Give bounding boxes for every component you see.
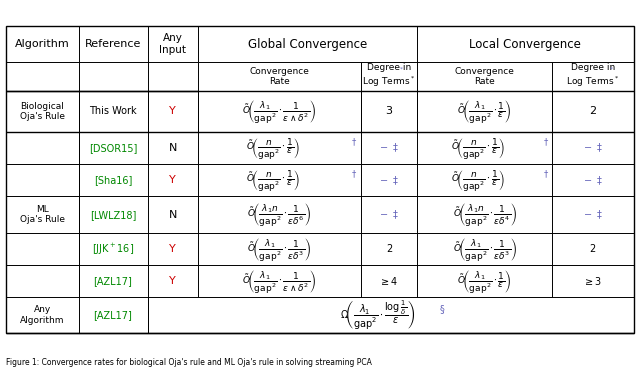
Text: $\dagger$: $\dagger$ [543, 169, 548, 180]
Text: [Sha16]: [Sha16] [94, 175, 132, 185]
Text: $\S$: $\S$ [438, 303, 445, 316]
Text: [JJK$^+$16]: [JJK$^+$16] [92, 242, 134, 257]
Text: Global Convergence: Global Convergence [248, 37, 367, 51]
Text: Convergence
Rate: Convergence Rate [250, 67, 309, 86]
Text: Any
Algorithm: Any Algorithm [20, 305, 65, 325]
Text: Biological
Oja's Rule: Biological Oja's Rule [20, 102, 65, 121]
Text: $\tilde{O}\!\left(\dfrac{\lambda_1}{\mathrm{gap}^2}\cdot\dfrac{1}{\epsilon\delta: $\tilde{O}\!\left(\dfrac{\lambda_1}{\mat… [247, 236, 311, 263]
Text: N: N [168, 210, 177, 220]
Text: $-\ \ddagger$: $-\ \ddagger$ [379, 174, 399, 187]
Text: [AZL17]: [AZL17] [93, 310, 132, 320]
Bar [6, 26, 634, 333]
Text: [AZL17]: [AZL17] [93, 276, 132, 287]
Text: $^*$: $^*$ [608, 67, 614, 76]
Text: 3: 3 [385, 107, 392, 116]
Text: $\dagger$: $\dagger$ [543, 137, 548, 148]
Text: Degree in
Log Terms$^*$: Degree in Log Terms$^*$ [362, 64, 416, 89]
Text: Y: Y [169, 244, 176, 254]
Text: $\tilde{O}\!\left(\dfrac{\lambda_1}{\mathrm{gap}^2}\cdot\dfrac{1}{\epsilon\wedge: $\tilde{O}\!\left(\dfrac{\lambda_1}{\mat… [242, 268, 316, 295]
Text: $\tilde{O}\!\left(\dfrac{\lambda_1 n}{\mathrm{gap}^2}\cdot\dfrac{1}{\epsilon\del: $\tilde{O}\!\left(\dfrac{\lambda_1 n}{\m… [247, 201, 311, 228]
Text: $-\ \ddagger$: $-\ \ddagger$ [583, 174, 603, 187]
Text: $-\ \ddagger$: $-\ \ddagger$ [379, 208, 399, 221]
Text: $-\ \ddagger$: $-\ \ddagger$ [583, 142, 603, 155]
Text: Degree in
Log Terms$^*$: Degree in Log Terms$^*$ [566, 64, 620, 89]
Text: $\geq 3$: $\geq 3$ [583, 275, 602, 287]
Text: 2: 2 [589, 107, 596, 116]
Text: This Work: This Work [89, 107, 137, 116]
Text: Convergence
Rate: Convergence Rate [454, 67, 515, 86]
Text: N: N [168, 143, 177, 153]
Text: $\tilde{O}\!\left(\dfrac{\lambda_1}{\mathrm{gap}^2}\cdot\dfrac{1}{\epsilon\delta: $\tilde{O}\!\left(\dfrac{\lambda_1}{\mat… [452, 236, 516, 263]
Text: Y: Y [169, 107, 176, 116]
Text: Reference: Reference [85, 39, 141, 49]
Text: [DSOR15]: [DSOR15] [89, 143, 137, 153]
Text: Algorithm: Algorithm [15, 39, 70, 49]
Text: Local Convergence: Local Convergence [470, 37, 581, 51]
Text: 2: 2 [589, 244, 596, 254]
Text: $\tilde{O}\!\left(\dfrac{\lambda_1}{\mathrm{gap}^2}\cdot\dfrac{1}{\epsilon}\righ: $\tilde{O}\!\left(\dfrac{\lambda_1}{\mat… [458, 268, 512, 295]
Text: $\dagger$: $\dagger$ [351, 169, 357, 180]
Text: $-\ \ddagger$: $-\ \ddagger$ [379, 142, 399, 155]
Text: $\geq 4$: $\geq 4$ [380, 275, 399, 287]
Text: $-\ \ddagger$: $-\ \ddagger$ [583, 208, 603, 221]
Text: ML
Oja's Rule: ML Oja's Rule [20, 205, 65, 225]
Text: $\Omega\!\left(\dfrac{\lambda_1}{\mathrm{gap}^2}\cdot\dfrac{\log\frac{1}{\delta}: $\Omega\!\left(\dfrac{\lambda_1}{\mathrm… [340, 299, 415, 332]
Text: $^*$: $^*$ [399, 67, 404, 76]
Text: Y: Y [169, 276, 176, 287]
Text: Y: Y [169, 175, 176, 185]
Text: $\tilde{O}\!\left(\dfrac{n}{\mathrm{gap}^2}\cdot\dfrac{1}{\epsilon}\right)$: $\tilde{O}\!\left(\dfrac{n}{\mathrm{gap}… [246, 136, 300, 161]
Text: $\tilde{O}\!\left(\dfrac{\lambda_1}{\mathrm{gap}^2}\cdot\dfrac{1}{\epsilon}\righ: $\tilde{O}\!\left(\dfrac{\lambda_1}{\mat… [458, 98, 512, 125]
Text: $\dagger$: $\dagger$ [351, 137, 357, 148]
Text: $\tilde{O}\!\left(\dfrac{n}{\mathrm{gap}^2}\cdot\dfrac{1}{\epsilon}\right)$: $\tilde{O}\!\left(\dfrac{n}{\mathrm{gap}… [451, 168, 505, 193]
Text: $\tilde{O}\!\left(\dfrac{\lambda_1}{\mathrm{gap}^2}\cdot\dfrac{1}{\epsilon\wedge: $\tilde{O}\!\left(\dfrac{\lambda_1}{\mat… [242, 98, 316, 125]
Text: [LWLZ18]: [LWLZ18] [90, 210, 136, 220]
Text: $\tilde{O}\!\left(\dfrac{n}{\mathrm{gap}^2}\cdot\dfrac{1}{\epsilon}\right)$: $\tilde{O}\!\left(\dfrac{n}{\mathrm{gap}… [246, 168, 300, 193]
Text: Any
Input: Any Input [159, 33, 186, 55]
Text: Figure 1: Convergence rates for biological Oja's rule and ML Oja's rule in solvi: Figure 1: Convergence rates for biologic… [6, 358, 372, 367]
Text: 2: 2 [386, 244, 392, 254]
Text: $\tilde{O}\!\left(\dfrac{n}{\mathrm{gap}^2}\cdot\dfrac{1}{\epsilon}\right)$: $\tilde{O}\!\left(\dfrac{n}{\mathrm{gap}… [451, 136, 505, 161]
Text: $\tilde{O}\!\left(\dfrac{\lambda_1 n}{\mathrm{gap}^2}\cdot\dfrac{1}{\epsilon\del: $\tilde{O}\!\left(\dfrac{\lambda_1 n}{\m… [452, 201, 516, 228]
